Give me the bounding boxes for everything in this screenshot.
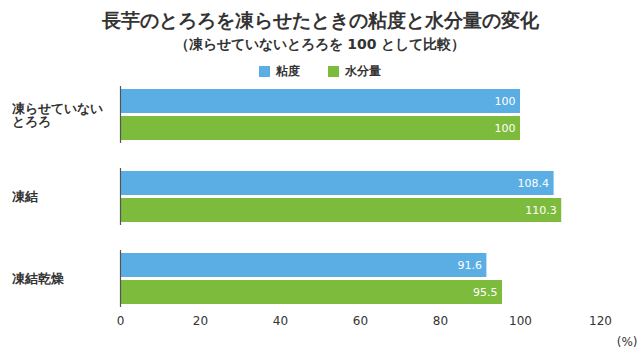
svg-text:100: 100 (495, 122, 516, 135)
svg-text:120: 120 (589, 314, 612, 328)
svg-text:凍らせていないとろろ: 凍らせていないとろろ (12, 101, 103, 129)
svg-text:95.5: 95.5 (473, 286, 498, 299)
svg-text:40: 40 (273, 314, 288, 328)
svg-text:(%): (%) (617, 335, 638, 349)
html-text:粘度: 粘度 (276, 63, 300, 78)
svg-text:108.4: 108.4 (518, 177, 550, 190)
svg-text:110.3: 110.3 (525, 204, 557, 217)
svg-text:凍結: 凍結 (12, 189, 38, 204)
svg-text:20: 20 (193, 314, 208, 328)
svg-text:凍結乾燥: 凍結乾燥 (12, 271, 64, 286)
svg-text:91.6: 91.6 (457, 259, 482, 272)
svg-text:0: 0 (117, 314, 125, 328)
html-text:（凍らせていないとろろを 100 として比較）: （凍らせていないとろろを 100 として比較） (174, 36, 466, 52)
svg-text:60: 60 (353, 314, 368, 328)
svg-text:100: 100 (509, 314, 532, 328)
html-text:水分量: 水分量 (345, 63, 381, 78)
svg-text:80: 80 (433, 314, 448, 328)
svg-text:100: 100 (495, 95, 516, 108)
html-text:長芋のとろろを凍らせたときの粘度と水分量の変化: 長芋のとろろを凍らせたときの粘度と水分量の変化 (101, 9, 539, 31)
